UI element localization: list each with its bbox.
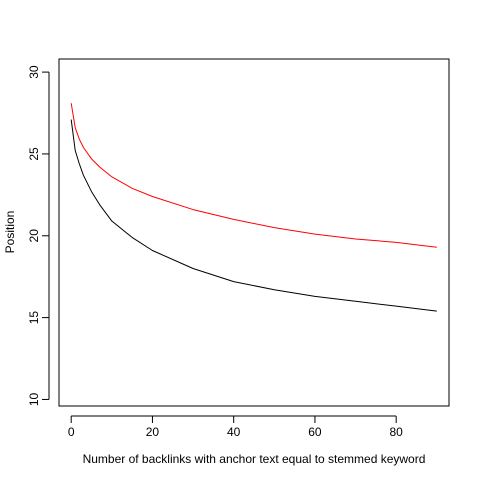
x-tick-label: 40	[227, 425, 241, 439]
x-axis: 0 20 40 60 80	[68, 415, 404, 439]
x-axis-label: Number of backlinks with anchor text equ…	[83, 452, 426, 466]
series-layer	[70, 103, 437, 312]
y-tick-label: 15	[27, 311, 41, 325]
y-axis: 10 15 20 25 30	[27, 65, 50, 406]
y-tick-label: 20	[27, 229, 41, 243]
x-tick-label: 80	[390, 425, 404, 439]
y-tick-label: 25	[27, 147, 41, 161]
y-axis-label: Position	[3, 211, 17, 254]
y-tick-label: 30	[27, 65, 41, 79]
x-tick-label: 20	[146, 425, 160, 439]
x-tick-label: 60	[308, 425, 322, 439]
x-tick-label: 0	[68, 425, 75, 439]
plot-frame	[58, 58, 450, 407]
series-line-2	[70, 103, 437, 248]
series-line-1	[70, 119, 437, 312]
y-tick-label: 10	[27, 392, 41, 406]
